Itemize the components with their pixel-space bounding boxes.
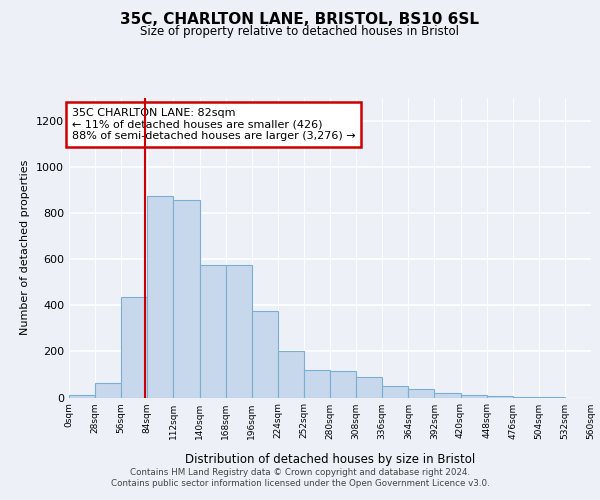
Bar — [356, 376, 382, 398]
Bar — [461, 394, 487, 398]
Bar — [409, 388, 434, 398]
Bar — [69, 395, 95, 398]
X-axis label: Distribution of detached houses by size in Bristol: Distribution of detached houses by size … — [185, 452, 475, 466]
Text: Size of property relative to detached houses in Bristol: Size of property relative to detached ho… — [140, 25, 460, 38]
Text: Contains HM Land Registry data © Crown copyright and database right 2024.
Contai: Contains HM Land Registry data © Crown c… — [110, 468, 490, 487]
Bar — [382, 386, 409, 398]
Bar — [148, 196, 173, 398]
Y-axis label: Number of detached properties: Number of detached properties — [20, 160, 31, 335]
Text: 35C, CHARLTON LANE, BRISTOL, BS10 6SL: 35C, CHARLTON LANE, BRISTOL, BS10 6SL — [121, 12, 479, 28]
Bar — [173, 200, 199, 398]
Bar — [278, 352, 304, 398]
Bar — [226, 265, 252, 398]
Bar — [121, 297, 148, 398]
Bar — [330, 371, 356, 398]
Bar — [487, 396, 513, 398]
Bar — [304, 370, 330, 398]
Bar — [434, 393, 461, 398]
Bar — [95, 382, 121, 398]
Bar — [199, 265, 226, 398]
Text: 35C CHARLTON LANE: 82sqm
← 11% of detached houses are smaller (426)
88% of semi-: 35C CHARLTON LANE: 82sqm ← 11% of detach… — [72, 108, 355, 141]
Bar — [252, 311, 278, 398]
Bar — [513, 397, 539, 398]
